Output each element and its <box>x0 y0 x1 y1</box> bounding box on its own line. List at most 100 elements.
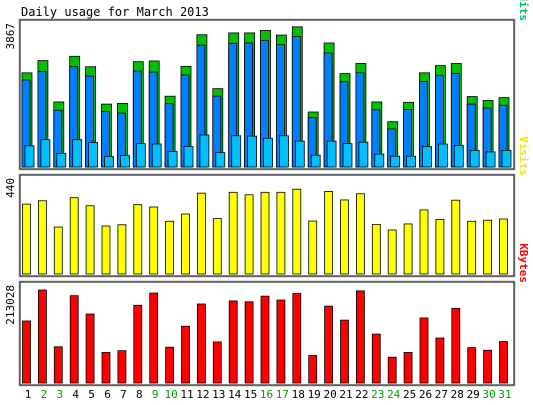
bar-pages <box>453 145 464 168</box>
bar-visits <box>53 226 63 275</box>
bar-pages <box>183 146 194 168</box>
bar-visits <box>101 225 111 275</box>
bar-visits <box>69 197 79 275</box>
chart-panels: 3867 Pages/Files/Hits 440 Visits 213028 KByte… <box>4 0 530 387</box>
bar-pages <box>104 156 114 168</box>
x-tick-label: 21 <box>339 388 352 401</box>
x-tick-label: 17 <box>276 388 289 401</box>
bar-pages <box>501 150 512 168</box>
bar-visits <box>260 191 270 275</box>
x-tick-label: 1 <box>25 388 32 401</box>
y-max-label: 3867 <box>4 23 17 50</box>
x-tick-label: 19 <box>308 388 321 401</box>
x-tick-label: 25 <box>403 388 416 401</box>
bar-pages <box>151 143 162 168</box>
x-tick-label: 8 <box>136 388 143 401</box>
bar-visits <box>38 200 47 275</box>
bar-kbytes <box>292 293 302 384</box>
bar-kbytes <box>387 356 397 384</box>
x-tick-label: 4 <box>72 388 79 401</box>
x-tick-label: 2 <box>41 388 48 401</box>
panel-frame-outer <box>18 280 516 387</box>
panel-frame-outer <box>18 173 516 278</box>
bar-pages <box>215 152 226 168</box>
bar-kbytes <box>196 303 206 384</box>
bar-visits <box>212 218 222 275</box>
panel-pages-files-hits: 3867 Pages/Files/Hits <box>4 0 530 171</box>
bar-kbytes <box>451 307 461 384</box>
bar-kbytes <box>228 300 238 384</box>
bar-visits <box>292 188 302 275</box>
bar-visits <box>276 191 286 275</box>
bar-pages <box>88 142 98 168</box>
y-max-label: 440 <box>4 178 17 198</box>
bar-kbytes <box>499 341 508 384</box>
bar-kbytes <box>69 295 79 384</box>
bar-pages <box>120 155 130 168</box>
bar-kbytes <box>244 301 254 384</box>
bar-visits <box>419 209 429 275</box>
bar-visits <box>371 223 381 275</box>
series-label-part: Visits <box>517 136 530 176</box>
x-tick-label: 22 <box>355 388 368 401</box>
bar-visits <box>244 194 254 275</box>
bar-visits <box>483 219 493 275</box>
x-tick-label: 15 <box>244 388 257 401</box>
bar-kbytes <box>149 292 159 384</box>
bar-pages <box>374 153 385 168</box>
bar-kbytes <box>355 290 365 384</box>
x-tick-label: 31 <box>498 388 511 401</box>
bar-pages <box>485 151 496 168</box>
bar-pages <box>56 152 67 168</box>
bar-kbytes <box>467 347 477 384</box>
bar-pages <box>342 143 353 168</box>
x-tick-label: 13 <box>212 388 225 401</box>
bar-kbytes <box>340 319 349 384</box>
x-tick-label: 27 <box>435 388 448 401</box>
bar-pages <box>437 143 448 168</box>
x-tick-labels: 1 2 3 4 5 6 7 8 9 10 11 12 13 14 15 16 17 18 19 20 21 22 23 24 2… <box>25 388 512 401</box>
panel-visits: 440 Visits <box>4 136 530 278</box>
x-tick-label: 24 <box>387 388 401 401</box>
bar-kbytes <box>483 349 493 384</box>
bar-visits <box>355 193 365 275</box>
bar-visits <box>85 205 95 275</box>
bar-visits <box>149 206 159 275</box>
bar-visits <box>165 220 175 275</box>
x-tick-label: 7 <box>120 388 127 401</box>
x-tick-label: 9 <box>152 388 159 401</box>
bar-visits <box>133 204 143 275</box>
x-tick-label: 28 <box>451 388 464 401</box>
bar-kbytes <box>85 313 95 384</box>
x-tick-label: 10 <box>164 388 177 401</box>
bar-pages <box>294 140 305 168</box>
bar-kbytes <box>22 320 31 384</box>
bar-pages <box>310 154 321 168</box>
x-tick-label: 14 <box>228 388 242 401</box>
chart-title: Daily usage for March 2013 <box>21 5 209 19</box>
x-tick-label: 16 <box>260 388 273 401</box>
x-tick-label: 29 <box>467 388 480 401</box>
bar-pages <box>469 150 480 168</box>
bar-visits <box>181 213 190 275</box>
x-tick-label: 30 <box>482 388 495 401</box>
bar-visits <box>22 203 31 275</box>
bar-kbytes <box>117 350 127 384</box>
x-tick-label: 20 <box>323 388 336 401</box>
x-tick-label: 12 <box>196 388 209 401</box>
bar-kbytes <box>419 317 429 384</box>
bar-kbytes <box>260 295 270 384</box>
bar-visits <box>340 199 349 275</box>
bar-pages <box>199 134 210 168</box>
bar-pages <box>24 145 35 168</box>
series-label: Visits <box>517 136 530 176</box>
panel-frame-outer <box>18 18 516 171</box>
panel-kbytes: 213028 KBytes <box>4 243 530 387</box>
bar-pages <box>326 140 337 168</box>
bar-pages <box>422 146 432 168</box>
series-label: Pages/Files/Hits <box>517 0 530 21</box>
bar-pages <box>278 135 289 168</box>
bar-kbytes <box>371 333 381 384</box>
x-tick-label: 5 <box>88 388 95 401</box>
